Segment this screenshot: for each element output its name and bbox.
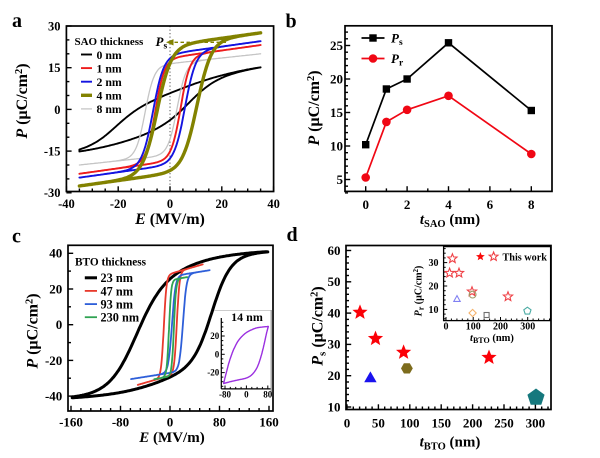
- svg-text:300: 300: [526, 416, 546, 431]
- svg-text:23 nm: 23 nm: [101, 271, 134, 285]
- svg-text:Ps: Ps: [156, 34, 168, 52]
- svg-text:-40: -40: [58, 197, 75, 211]
- svg-text:20: 20: [328, 368, 341, 383]
- svg-text:Ps (μC/cm2): Ps (μC/cm2): [310, 286, 329, 366]
- svg-text:P (μC/cm2): P (μC/cm2): [25, 293, 42, 369]
- svg-text:30: 30: [429, 258, 439, 269]
- svg-text:10: 10: [328, 399, 341, 414]
- svg-text:80: 80: [213, 415, 226, 430]
- svg-text:20: 20: [49, 281, 62, 296]
- svg-text:-20: -20: [207, 368, 219, 378]
- svg-text:-160: -160: [59, 415, 83, 430]
- svg-text:10: 10: [330, 138, 343, 153]
- svg-text:2: 2: [404, 197, 411, 212]
- svg-text:200: 200: [493, 322, 508, 333]
- svg-text:25: 25: [330, 38, 344, 53]
- svg-text:tBTO (nm): tBTO (nm): [420, 435, 481, 453]
- svg-text:50: 50: [372, 416, 385, 431]
- svg-text:-80: -80: [219, 390, 231, 400]
- svg-text:4: 4: [445, 197, 452, 212]
- svg-text:Ps: Ps: [391, 31, 403, 49]
- svg-text:80: 80: [263, 390, 273, 400]
- svg-text:150: 150: [431, 416, 451, 431]
- svg-text:0: 0: [54, 103, 60, 117]
- svg-text:b: b: [286, 11, 297, 33]
- svg-text:E (MV/m): E (MV/m): [134, 211, 205, 228]
- svg-text:E (MV/m): E (MV/m): [138, 430, 204, 446]
- svg-text:0: 0: [215, 349, 220, 359]
- svg-text:40: 40: [328, 305, 341, 320]
- svg-text:0: 0: [56, 317, 63, 332]
- svg-text:30: 30: [328, 337, 341, 352]
- svg-text:0: 0: [444, 322, 449, 333]
- svg-text:100: 100: [400, 416, 420, 431]
- svg-text:BTO thickness: BTO thickness: [75, 256, 147, 268]
- svg-text:40: 40: [49, 246, 62, 261]
- svg-text:d: d: [287, 224, 298, 246]
- svg-text:50: 50: [328, 274, 341, 289]
- svg-text:6: 6: [487, 197, 494, 212]
- svg-text:0 nm: 0 nm: [97, 48, 122, 62]
- svg-text:0: 0: [167, 415, 174, 430]
- svg-text:-20: -20: [110, 197, 127, 211]
- svg-text:P (μC/cm2): P (μC/cm2): [14, 63, 31, 139]
- svg-text:8 nm: 8 nm: [97, 102, 122, 116]
- svg-text:tBTO (nm): tBTO (nm): [470, 333, 514, 345]
- svg-text:47 nm: 47 nm: [101, 284, 134, 298]
- svg-text:14 nm: 14 nm: [231, 310, 263, 324]
- svg-text:40: 40: [267, 197, 280, 211]
- svg-text:0: 0: [244, 390, 249, 400]
- svg-text:300: 300: [520, 322, 535, 333]
- svg-text:-15: -15: [44, 145, 61, 159]
- svg-text:100: 100: [466, 322, 481, 333]
- svg-text:15: 15: [330, 105, 344, 120]
- svg-text:-30: -30: [44, 186, 61, 200]
- svg-text:20: 20: [429, 282, 439, 293]
- svg-text:tSAO (nm): tSAO (nm): [420, 212, 480, 230]
- svg-text:1 nm: 1 nm: [97, 61, 122, 75]
- svg-text:20: 20: [210, 331, 220, 341]
- svg-text:0: 0: [167, 197, 173, 211]
- svg-text:60: 60: [328, 243, 341, 258]
- svg-text:30: 30: [48, 19, 61, 33]
- svg-text:20: 20: [216, 197, 229, 211]
- svg-text:250: 250: [494, 416, 514, 431]
- svg-text:-80: -80: [112, 415, 129, 430]
- svg-text:Pr: Pr: [391, 51, 404, 69]
- svg-text:20: 20: [330, 71, 343, 86]
- svg-text:93 nm: 93 nm: [101, 298, 134, 312]
- svg-text:5: 5: [337, 172, 344, 187]
- svg-text:160: 160: [259, 415, 279, 430]
- svg-text:-20: -20: [45, 353, 62, 368]
- svg-text:200: 200: [463, 416, 483, 431]
- svg-text:a: a: [12, 10, 22, 32]
- svg-text:230 nm: 230 nm: [101, 311, 140, 325]
- svg-text:2 nm: 2 nm: [97, 75, 122, 89]
- svg-text:This work: This work: [503, 252, 548, 263]
- svg-text:Pr (μC/cm2): Pr (μC/cm2): [412, 266, 426, 317]
- svg-text:P (μC/cm2): P (μC/cm2): [306, 70, 323, 146]
- svg-text:10: 10: [429, 305, 439, 316]
- svg-text:c: c: [12, 226, 21, 248]
- svg-text:0: 0: [362, 197, 369, 212]
- svg-text:4 nm: 4 nm: [97, 89, 122, 103]
- svg-text:0: 0: [344, 416, 351, 431]
- svg-text:15: 15: [48, 61, 61, 75]
- svg-text:8: 8: [528, 197, 535, 212]
- svg-text:-40: -40: [45, 389, 62, 404]
- svg-text:SAO thickness: SAO thickness: [75, 36, 144, 48]
